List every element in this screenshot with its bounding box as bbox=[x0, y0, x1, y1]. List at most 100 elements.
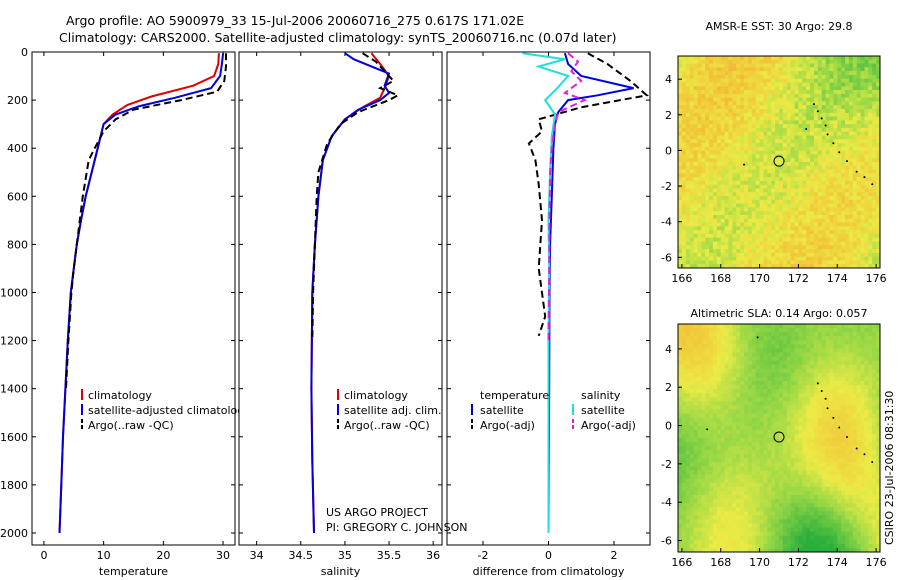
map-cell bbox=[724, 425, 729, 431]
map-cell bbox=[864, 256, 869, 261]
map-cell bbox=[681, 470, 687, 476]
map-cell bbox=[864, 454, 869, 459]
map-cell bbox=[689, 241, 694, 246]
map-cell bbox=[771, 177, 776, 182]
map-cell bbox=[825, 162, 830, 167]
map-cell bbox=[856, 180, 861, 186]
map-cell bbox=[868, 405, 873, 410]
map-cell bbox=[864, 241, 869, 246]
map-cell bbox=[763, 120, 768, 125]
map-cell bbox=[782, 421, 788, 427]
map-cell bbox=[825, 356, 830, 362]
map-cell bbox=[790, 389, 795, 394]
map-cell bbox=[813, 196, 819, 201]
map-cell bbox=[689, 462, 694, 467]
map-cell bbox=[810, 264, 815, 269]
map-cell bbox=[712, 105, 718, 110]
map-cell bbox=[693, 226, 698, 231]
map-cell bbox=[876, 101, 881, 106]
map-cell bbox=[732, 352, 737, 357]
map-cell bbox=[732, 241, 737, 246]
map-cell bbox=[806, 56, 811, 61]
map-cell bbox=[829, 462, 834, 467]
map-cell bbox=[678, 165, 683, 170]
map-cell bbox=[755, 192, 760, 197]
map-cell bbox=[747, 237, 753, 242]
map-cell bbox=[876, 177, 881, 182]
map-cell bbox=[701, 348, 706, 353]
map-cell bbox=[837, 146, 842, 152]
map-cell bbox=[681, 165, 687, 170]
map-cell bbox=[685, 446, 691, 451]
map-cell bbox=[813, 344, 819, 349]
map-cell bbox=[716, 413, 722, 419]
map-cell bbox=[779, 158, 784, 163]
map-cell bbox=[689, 177, 694, 182]
map-cell bbox=[689, 405, 694, 410]
map-cell bbox=[767, 127, 772, 133]
map-cell bbox=[848, 135, 854, 140]
map-cell bbox=[841, 124, 846, 129]
map-cell bbox=[755, 368, 760, 374]
map-cell bbox=[806, 324, 811, 329]
map-cell bbox=[841, 101, 846, 106]
map-cell bbox=[701, 162, 706, 167]
map-cell bbox=[759, 169, 764, 174]
map-cell bbox=[860, 192, 865, 197]
map-cell bbox=[771, 109, 776, 114]
map-cell bbox=[747, 376, 753, 382]
map-cell bbox=[712, 78, 718, 83]
map-cell bbox=[779, 196, 784, 201]
map-cell bbox=[813, 454, 819, 459]
map-cell bbox=[806, 97, 811, 102]
map-cell bbox=[779, 150, 784, 155]
map-cell bbox=[771, 352, 776, 357]
map-cell bbox=[794, 466, 799, 471]
map-cell bbox=[678, 454, 683, 459]
map-cell bbox=[689, 180, 694, 186]
map-cell bbox=[716, 78, 722, 83]
map-cell bbox=[841, 397, 846, 402]
map-cell bbox=[720, 67, 726, 72]
map-cell bbox=[767, 446, 772, 451]
map-cell bbox=[786, 56, 792, 61]
map-cell bbox=[852, 162, 858, 167]
map-cell bbox=[790, 162, 795, 167]
map-cell bbox=[681, 215, 687, 220]
map-cell bbox=[817, 146, 823, 152]
map-cell bbox=[798, 90, 803, 95]
map-cell bbox=[779, 442, 784, 447]
map-cell bbox=[732, 458, 737, 463]
map-cell bbox=[678, 93, 683, 99]
map-cell bbox=[771, 173, 776, 178]
map-cell bbox=[701, 352, 706, 357]
map-cell bbox=[852, 131, 858, 136]
map-cell bbox=[856, 458, 861, 463]
map-cell bbox=[813, 215, 819, 220]
map-cell bbox=[693, 256, 698, 261]
map-cell bbox=[845, 401, 850, 406]
map-cell bbox=[736, 124, 741, 129]
map-cell bbox=[685, 356, 691, 362]
map-cell bbox=[860, 120, 865, 125]
map-cell bbox=[845, 237, 850, 242]
map-cell bbox=[724, 413, 729, 419]
map-cell bbox=[744, 116, 749, 121]
map-cell bbox=[786, 417, 792, 423]
map-cell bbox=[876, 241, 881, 246]
map-cell bbox=[786, 405, 792, 410]
map-cell bbox=[779, 109, 784, 114]
map-cell bbox=[825, 249, 830, 254]
map-cell bbox=[860, 203, 865, 208]
map-cell bbox=[716, 260, 722, 265]
map-cell bbox=[794, 237, 799, 242]
map-cell bbox=[860, 344, 865, 349]
map-cell bbox=[697, 230, 702, 235]
map-cell bbox=[802, 203, 807, 208]
map-cell bbox=[856, 124, 861, 129]
map-cell bbox=[705, 340, 710, 345]
map-cell bbox=[817, 177, 823, 182]
map-cell bbox=[705, 63, 710, 68]
map-cell bbox=[693, 381, 698, 386]
map-cell bbox=[876, 328, 881, 333]
